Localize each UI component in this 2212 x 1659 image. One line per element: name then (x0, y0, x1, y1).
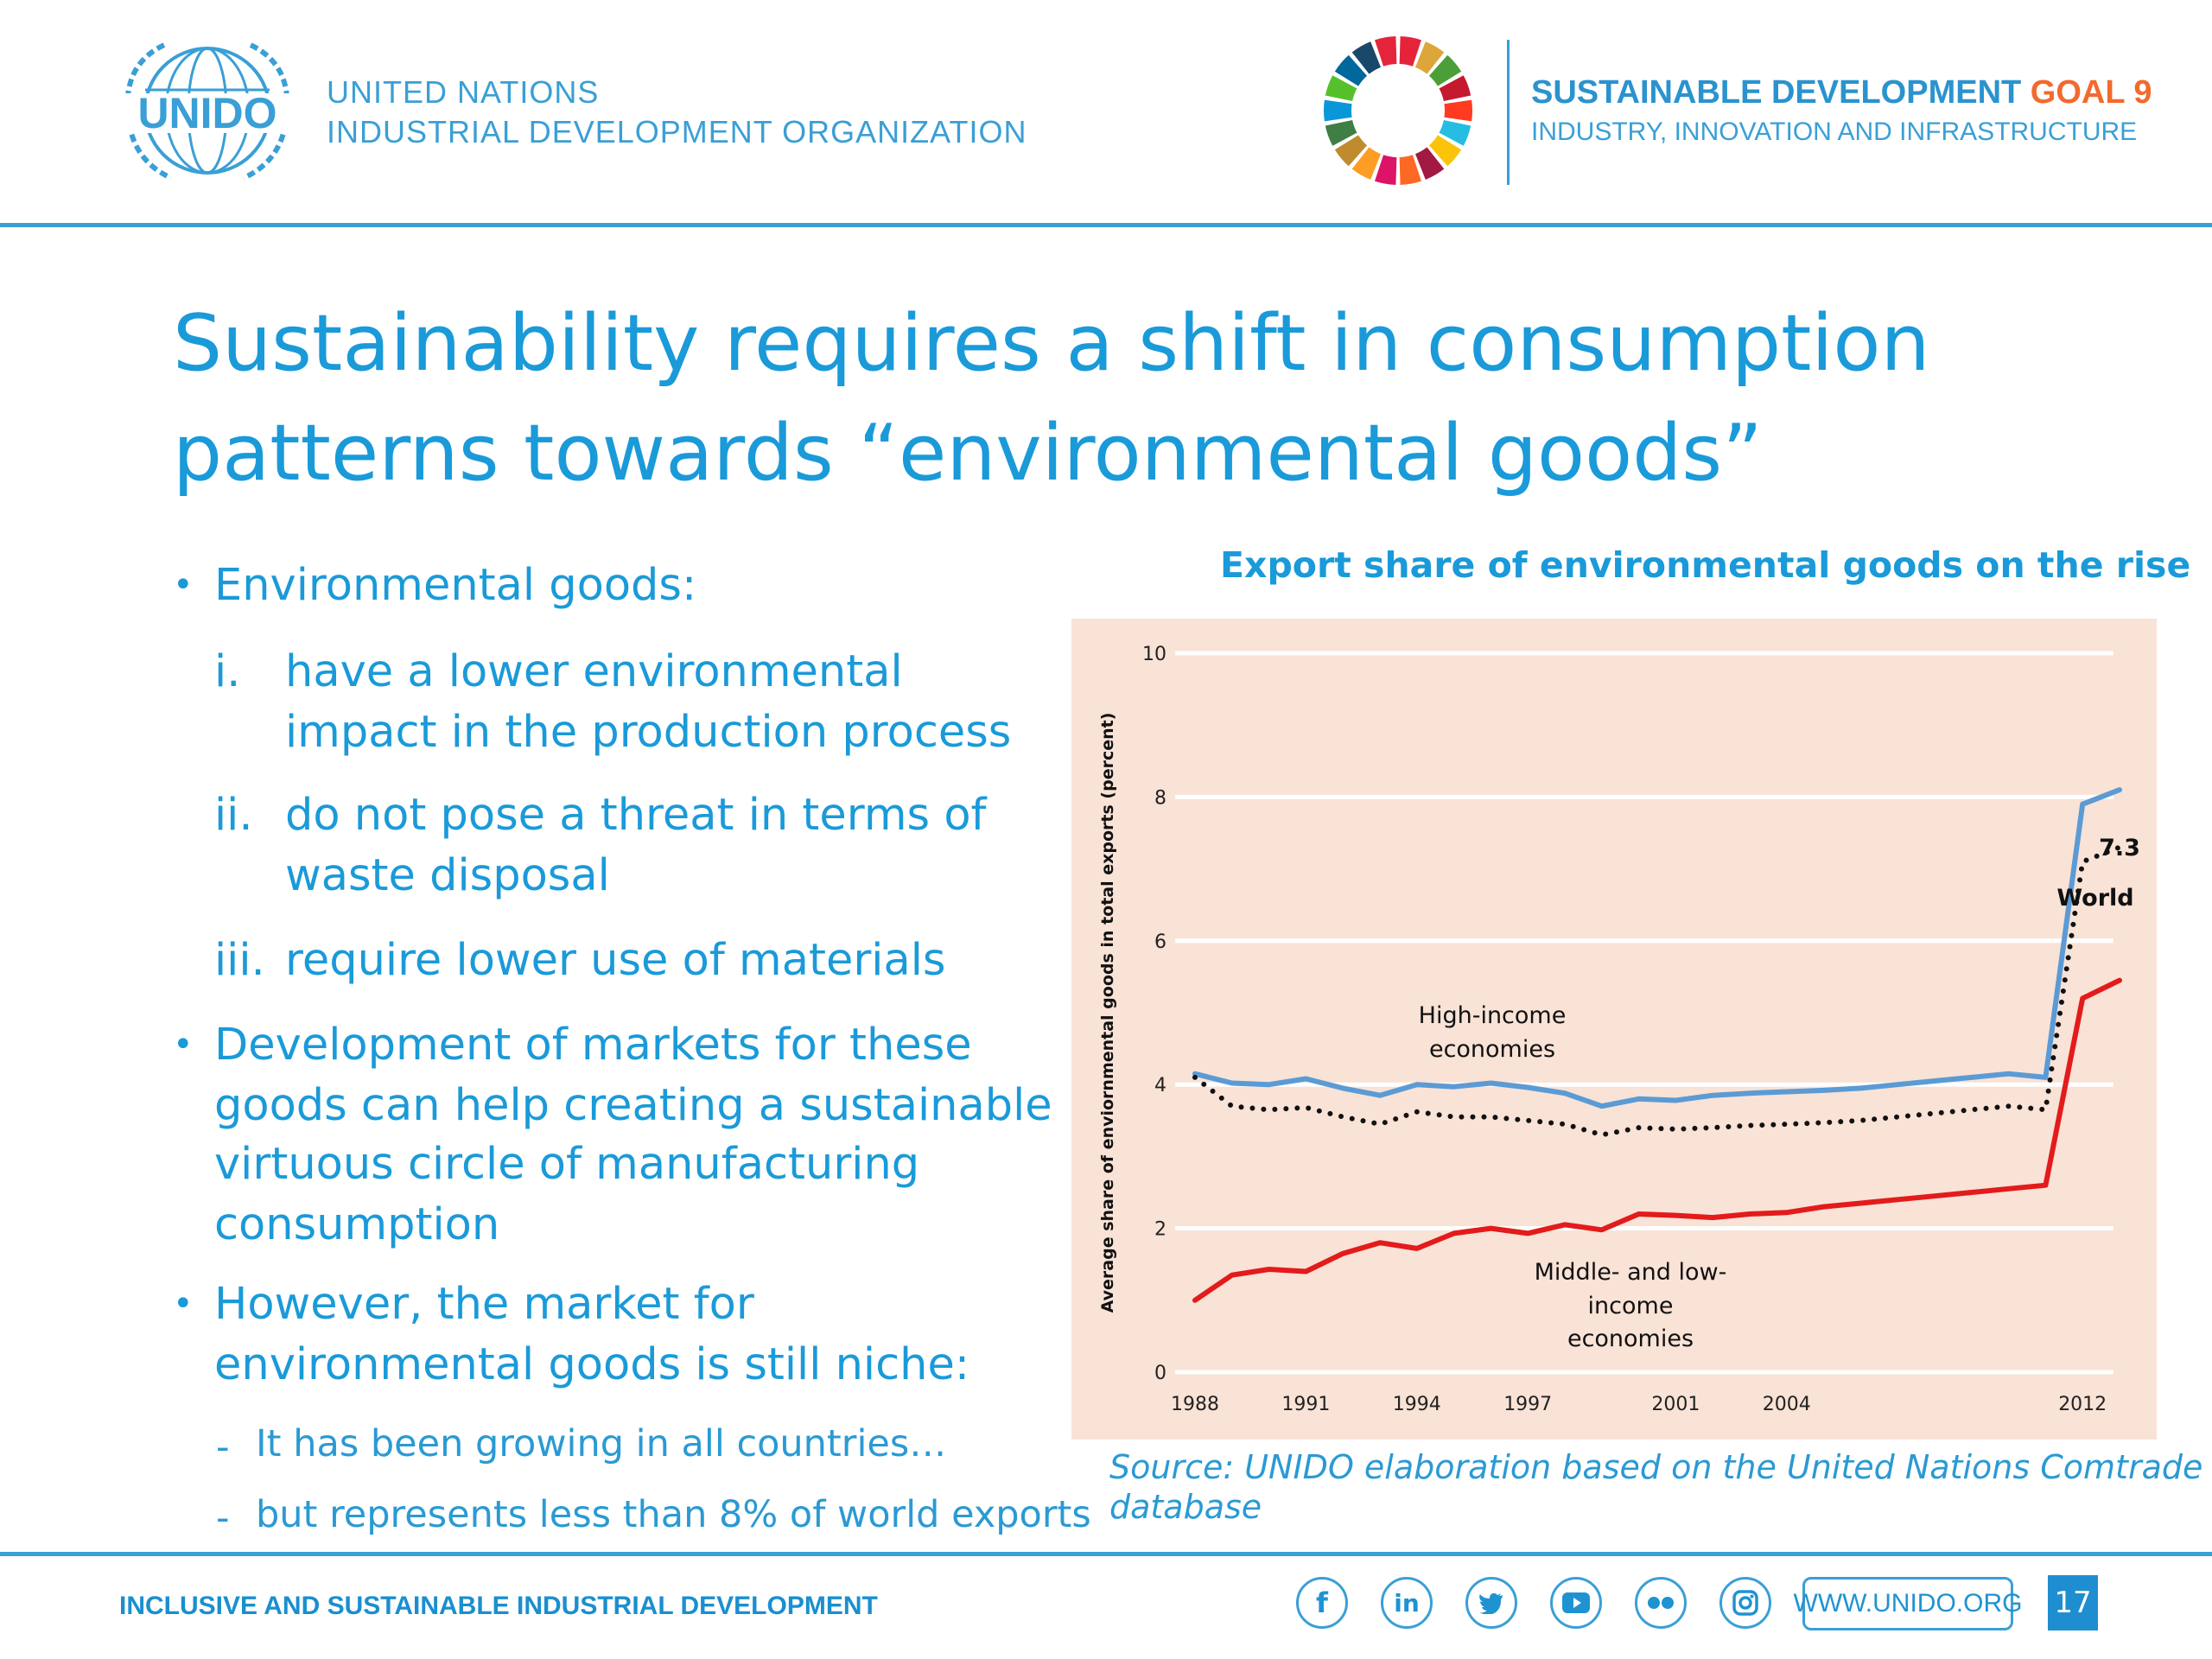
header-divider (1507, 40, 1510, 185)
sdg-wheel-segment (1325, 75, 1357, 102)
sdg-wheel-segment (1439, 119, 1471, 146)
series-label-high-income: economies (1429, 1036, 1555, 1063)
x-tick-label: 2001 (1651, 1394, 1700, 1415)
x-tick-label: 1991 (1281, 1394, 1330, 1415)
linkedin-icon[interactable]: in (1381, 1577, 1433, 1629)
series-label-high-income: High-income (1419, 1002, 1567, 1029)
dash-marker: - (216, 1426, 230, 1469)
dash-marker: - (216, 1497, 230, 1540)
sdg-goal-number: GOAL 9 (2030, 74, 2152, 111)
chart-background (1071, 619, 2157, 1440)
youtube-play-glyph (1562, 1592, 1590, 1613)
bullet-markets-line2: goods can help creating a sustainable (214, 1080, 1052, 1131)
series-label-world: World (2056, 885, 2133, 912)
series-label-middle-low-income: economies (1567, 1325, 1694, 1352)
facebook-icon[interactable]: f (1296, 1577, 1348, 1629)
bullet-markets-line1: Development of markets for these (214, 1020, 972, 1071)
footer-rule (0, 1552, 2212, 1556)
y-tick-label: 10 (1142, 644, 1166, 665)
header-rule (0, 223, 2212, 227)
sdg-goal-title: SUSTAINABLE DEVELOPMENT GOAL 9 (1531, 74, 2152, 111)
sub-item-marker-i: i. (214, 646, 241, 697)
sub-item-i-line2: impact in the production process (285, 707, 1012, 758)
sdg-wheel-segment (1428, 54, 1462, 86)
x-tick-label: 2012 (2058, 1394, 2107, 1415)
sdg-wheel-segment (1334, 135, 1368, 167)
footer-tagline: INCLUSIVE AND SUSTAINABLE INDUSTRIAL DEV… (119, 1592, 878, 1620)
slide-title-line1: Sustainability requires a shift in consu… (173, 298, 1930, 389)
sdg-wheel-segment (1414, 147, 1445, 180)
x-tick-label: 1988 (1171, 1394, 1219, 1415)
y-tick-label: 4 (1154, 1075, 1166, 1096)
website-link[interactable]: WWW.UNIDO.ORG (1794, 1577, 2022, 1630)
chart-title: Export share of environmental goods on t… (1220, 544, 2191, 586)
series-line (1192, 977, 2122, 1303)
sdg-wheel-segment (1351, 147, 1382, 180)
sdg-wheel-segment (1324, 99, 1352, 122)
y-tick-label: 0 (1154, 1363, 1166, 1384)
twitter-bird-glyph (1479, 1592, 1503, 1614)
bullet-marker: • (173, 565, 194, 605)
series-label-middle-low-income: income (1588, 1293, 1674, 1319)
sdg-goal-subtitle: INDUSTRY, INNOVATION AND INFRASTRUCTURE (1531, 118, 2138, 146)
bullet-niche-line1: However, the market for (214, 1279, 754, 1330)
sub-item-ii-line1: do not pose a threat in terms of (285, 790, 987, 841)
page-number: 17 (2048, 1575, 2098, 1630)
x-tick-label: 2004 (1763, 1394, 1811, 1415)
svg-text:UNIDO: UNIDO (137, 89, 276, 137)
unido-emblem-logo: UNIDO (123, 42, 292, 181)
org-name-line2: INDUSTRIAL DEVELOPMENT ORGANIZATION (327, 114, 1027, 149)
sdg-wheel-segment (1414, 41, 1445, 74)
series-line (1192, 787, 2122, 1109)
bullet-markets-line4: consumption (214, 1199, 500, 1250)
x-tick-label: 1994 (1393, 1394, 1441, 1415)
sub-item-ii-line2: waste disposal (285, 850, 610, 901)
sdg-wheel-segment (1325, 119, 1357, 146)
line-chart: 0 2 4 6 8 10 1988 1991 1994 1997 2001 2004 2012 Avera… (1071, 619, 2157, 1440)
sdg-wheel-segment (1439, 75, 1471, 102)
bullet-niche-line2: environmental goods is still niche: (214, 1339, 970, 1390)
sdg-wheel-segment (1334, 54, 1368, 86)
slide-title-line2: patterns towards “environmental goods” (173, 408, 1763, 499)
sub-item-i-line1: have a lower environmental (285, 646, 903, 697)
x-tick-label: 1997 (1503, 1394, 1552, 1415)
bullet-marker: • (173, 1284, 194, 1324)
sub-item-marker-ii: ii. (214, 790, 253, 841)
sub-bullet-share: but represents less than 8% of world exp… (256, 1493, 1091, 1536)
flickr-dots-glyph (1648, 1597, 1674, 1609)
series-label-middle-low-income: Middle- and low- (1535, 1259, 1727, 1286)
sub-bullet-growing: It has been growing in all countries… (256, 1422, 947, 1465)
series-line (1192, 844, 2122, 1138)
sdg-wheel-segment (1444, 99, 1472, 122)
flickr-icon[interactable] (1635, 1577, 1687, 1629)
bullet-environmental-goods: Environmental goods: (214, 560, 697, 611)
y-tick-label: 8 (1154, 787, 1166, 809)
bullet-marker: • (173, 1025, 194, 1065)
sdg-wheel-segment (1375, 36, 1397, 67)
sub-item-iii-line1: require lower use of materials (285, 935, 946, 986)
twitter-icon[interactable] (1465, 1577, 1517, 1629)
chart-source-line2: database (1109, 1488, 1262, 1526)
sdg-wheel-segment (1375, 155, 1397, 185)
sdg-wheel-segment (1399, 155, 1421, 185)
y-tick-label: 6 (1154, 931, 1166, 953)
sdg-wheel-segment (1428, 135, 1462, 167)
bullet-markets-line3: virtuous circle of manufacturing (214, 1139, 920, 1190)
world-end-value-label: 7.3 (2099, 835, 2140, 861)
youtube-icon[interactable] (1550, 1577, 1602, 1629)
sdg-wheel-segment (1399, 36, 1421, 67)
chart-source-line1: Source: UNIDO elaboration based on the U… (1109, 1448, 2203, 1486)
org-name-line1: UNITED NATIONS (327, 74, 600, 110)
y-axis-label: Average share of enviornmental goods in … (1098, 713, 1117, 1313)
sdg-wheel-logo (1324, 36, 1472, 185)
sdg-wheel-segment (1351, 41, 1382, 74)
instagram-camera-glyph (1732, 1590, 1758, 1616)
y-tick-label: 2 (1154, 1219, 1166, 1241)
sub-item-marker-iii: iii. (214, 935, 265, 986)
sdg-goal-title-main: SUSTAINABLE DEVELOPMENT (1531, 74, 2031, 111)
instagram-icon[interactable] (1719, 1577, 1771, 1629)
